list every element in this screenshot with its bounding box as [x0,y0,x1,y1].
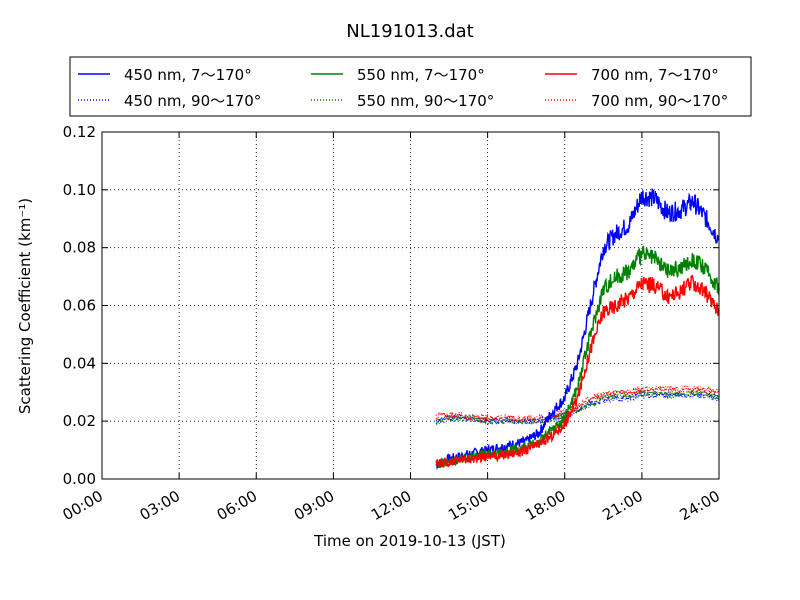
x-tick-labels: 00:00 03:00 06:00 09:00 12:00 15:00 18:00 21:00… [60,487,723,524]
series-line-3 [435,388,720,427]
legend-label: 550 nm, 7～170° [357,66,485,84]
x-tick-label: 12:00 [368,487,414,524]
chart-title: NL191013.dat [346,21,473,42]
axis-ticks [101,131,720,480]
x-tick-label: 15:00 [445,487,491,524]
legend-label: 450 nm, 90～170° [124,92,261,110]
y-tick-label: 0.06 [63,297,96,315]
x-tick-label: 18:00 [522,487,568,524]
legend-label: 550 nm, 90～170° [357,92,494,110]
y-tick-label: 0.08 [63,239,96,257]
y-tick-label: 0.12 [63,123,96,141]
series-line-4 [435,274,720,468]
series-line-5 [435,383,720,424]
legend-frame [69,56,752,117]
x-tick-label: 00:00 [60,487,106,524]
x-tick-label: 03:00 [137,487,183,524]
y-tick-label: 0.10 [63,181,96,199]
x-tick-label: 24:00 [677,487,723,524]
x-tick-label: 06:00 [214,487,260,524]
legend: 450 nm, 7～170° 450 nm, 90～170° 550 nm, 7～1… [69,56,752,117]
series-layer [435,188,720,471]
x-tick-label: 21:00 [599,487,645,524]
y-tick-label: 0.04 [63,354,96,372]
legend-label: 700 nm, 7～170° [591,66,719,84]
y-tick-labels: 0.00 0.02 0.04 0.06 0.08 0.10 0.12 [63,123,96,488]
series-line-2 [435,245,720,468]
x-tick-label: 09:00 [291,487,337,524]
grid [102,132,719,479]
y-tick-label: 0.00 [63,470,96,488]
y-tick-label: 0.02 [63,412,96,430]
y-axis-label: Scattering Coefficient (km⁻¹) [16,198,34,414]
legend-label: 450 nm, 7～170° [124,66,252,84]
legend-label: 700 nm, 90～170° [591,92,728,110]
x-axis-label: Time on 2019-10-13 (JST) [313,532,506,550]
series-line-0 [435,188,720,471]
